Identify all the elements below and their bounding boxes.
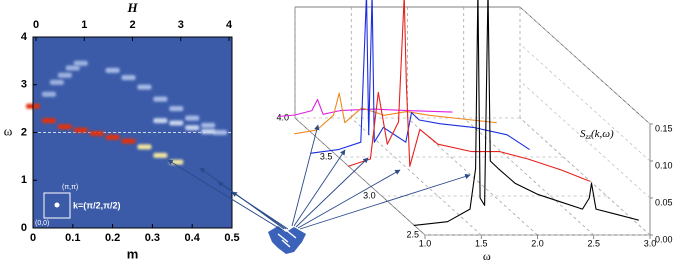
waterfall-panel: 1.0 1.5 2.0 2.5 3.0 2.5 3.0 3.5 4.0 0.00 0.05 0.10 0… bbox=[276, 0, 673, 263]
depth-tick-label: 3.0 bbox=[363, 190, 376, 200]
y-tick-label: 4 bbox=[21, 31, 28, 43]
x-tick-label: 2.0 bbox=[531, 238, 544, 248]
heat-spot bbox=[49, 79, 64, 85]
z-tick-label: 0.05 bbox=[655, 197, 673, 207]
inset-box bbox=[43, 192, 71, 219]
y-tick-label: 0 bbox=[21, 222, 27, 234]
x-axis-label: ω bbox=[483, 249, 491, 263]
heat-spot bbox=[153, 118, 168, 124]
heat-spot bbox=[105, 134, 120, 140]
z-axis-label-part: (k,ω) bbox=[591, 128, 614, 140]
heat-spot bbox=[213, 130, 228, 135]
heat-spot bbox=[57, 72, 72, 78]
grid-line bbox=[519, 117, 651, 236]
heat-spot bbox=[201, 129, 216, 135]
z-tick-label: 0.00 bbox=[655, 234, 673, 244]
y-tick-label: 2 bbox=[21, 126, 27, 138]
heat-spot bbox=[41, 118, 56, 124]
heat-spot bbox=[73, 60, 88, 66]
x-tick-label: 3.0 bbox=[644, 238, 657, 248]
heat-spot bbox=[57, 124, 72, 130]
heat-spot bbox=[137, 84, 152, 90]
grid-line bbox=[519, 43, 651, 162]
spectrum-line bbox=[347, 0, 591, 182]
heat-spot bbox=[185, 125, 200, 131]
x2-tick-label: 3 bbox=[178, 19, 184, 31]
x2-tick-label: 1 bbox=[81, 19, 87, 31]
heat-spot bbox=[201, 122, 216, 128]
x-tick-label: 1.0 bbox=[419, 238, 432, 248]
depth-tick-label: 4.0 bbox=[276, 112, 289, 122]
x2-tick-label: 0 bbox=[33, 19, 39, 31]
x-tick-label: 2.5 bbox=[587, 238, 600, 248]
heat-spot bbox=[105, 67, 120, 73]
grid-line bbox=[294, 117, 426, 236]
inset-label: (π,π) bbox=[62, 184, 78, 191]
x-tick-label: 0.3 bbox=[145, 232, 160, 244]
inset: (π,π) (0,0) k=(π/2,π/2) bbox=[35, 184, 121, 227]
heat-spot bbox=[185, 115, 200, 121]
grid-line bbox=[351, 117, 482, 236]
depth-tick-label: 2.5 bbox=[406, 229, 419, 239]
y-tick-label: 3 bbox=[21, 79, 27, 91]
heat-spot bbox=[65, 65, 80, 71]
x2-tick-label: 2 bbox=[129, 19, 135, 31]
inset-dot bbox=[54, 202, 60, 208]
spectrum-line bbox=[413, 0, 639, 226]
x-axis-label: m bbox=[127, 246, 139, 261]
y-tick-label: 1 bbox=[21, 174, 27, 186]
depth-tick-label: 3.5 bbox=[320, 151, 333, 161]
heat-spot bbox=[153, 152, 168, 158]
x-tick-label: 1.5 bbox=[475, 238, 488, 248]
heat-spot bbox=[137, 144, 152, 150]
y-axis-label: ω bbox=[4, 123, 13, 138]
inset-label: k=(π/2,π/2) bbox=[73, 200, 121, 210]
heat-spot bbox=[169, 106, 184, 112]
z-tick-label: 0.15 bbox=[655, 123, 673, 133]
heat-spot bbox=[121, 138, 136, 144]
handshake-icon bbox=[268, 226, 306, 254]
arrows bbox=[167, 124, 471, 231]
spectrum-line bbox=[278, 98, 453, 118]
z-axis-label-part: S bbox=[580, 128, 586, 140]
heat-spot bbox=[121, 75, 136, 81]
z-tick-label: 0.10 bbox=[655, 160, 673, 170]
grid-line bbox=[519, 80, 651, 199]
z-axis-label: Szz(k,ω) bbox=[580, 128, 614, 141]
grid-line bbox=[519, 6, 651, 125]
grid-line bbox=[463, 117, 594, 236]
x-tick-label: 0.4 bbox=[185, 232, 201, 244]
heat-spot bbox=[41, 91, 56, 97]
x2-axis-label: H bbox=[126, 0, 138, 15]
inset-label: (0,0) bbox=[35, 220, 49, 227]
heat-spot bbox=[89, 130, 104, 136]
x2-tick-label: 4 bbox=[226, 19, 233, 31]
z-axis-label-part: zz bbox=[585, 133, 592, 141]
spectrum-line bbox=[310, 0, 530, 154]
x-tick-label: 0.5 bbox=[224, 232, 239, 244]
heat-spot bbox=[153, 96, 168, 102]
heat-spot bbox=[73, 127, 88, 133]
x-tick-label: 0.2 bbox=[105, 232, 120, 244]
x-tick-label: 0 bbox=[30, 232, 36, 244]
heat-spot bbox=[169, 120, 184, 126]
x-tick-label: 0.1 bbox=[65, 232, 80, 244]
